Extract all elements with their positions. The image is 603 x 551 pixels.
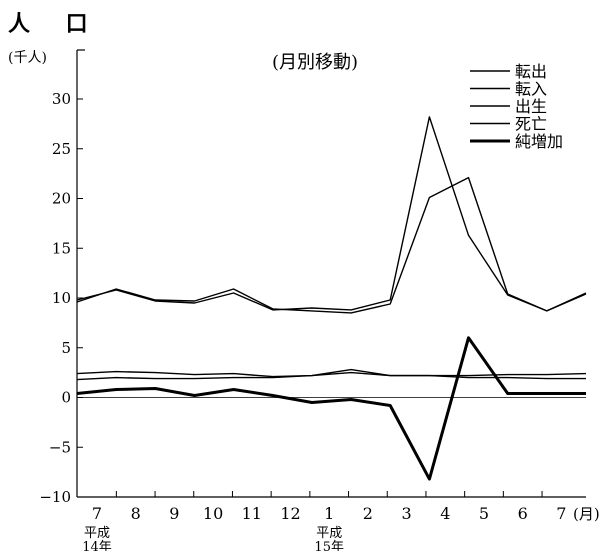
series-lines [76, 116, 587, 481]
x-axis-unit-label: (月) [573, 505, 600, 523]
x-tick-label: 11 [242, 504, 262, 523]
legend-label: 転出 [515, 62, 547, 81]
x-tick-label: 9 [169, 504, 179, 523]
x-tick-label: 1 [324, 504, 334, 523]
y-axis-label: (千人) [8, 50, 47, 66]
era-year-label: 14年 [82, 540, 112, 551]
page-title: 人 口 [8, 12, 102, 37]
y-tick-label: 15 [52, 239, 71, 257]
legend-label: 純増加 [515, 132, 563, 151]
y-tick-label: −5 [49, 438, 71, 456]
series-line [76, 370, 587, 378]
x-tick-label: 5 [479, 504, 489, 523]
x-tick-label: 8 [131, 504, 141, 523]
y-tick-label: 0 [61, 389, 71, 407]
era-year-label: 15年 [314, 540, 344, 551]
y-tick-label: 30 [52, 90, 71, 108]
plot-frame [76, 49, 586, 498]
x-tick-label: 2 [363, 504, 373, 523]
series-line [76, 176, 587, 314]
x-tick-label: 7 [92, 504, 102, 523]
y-tick-label: 5 [61, 339, 71, 357]
y-axis-ticks: −10 −5 0 5 10 15 20 25 30 [39, 90, 83, 506]
legend-label: 転入 [515, 80, 547, 99]
x-tick-label: 6 [518, 504, 528, 523]
legend-label: 出生 [515, 97, 547, 116]
y-tick-label: 10 [52, 289, 71, 307]
y-tick-label: 20 [52, 190, 71, 208]
x-tick-label: 12 [280, 504, 300, 523]
y-tick-label: −10 [39, 488, 71, 506]
series-line [76, 336, 586, 481]
x-tick-label: 7 [556, 504, 566, 523]
y-tick-label: 25 [52, 140, 71, 158]
x-tick-label: 4 [440, 504, 450, 523]
series-line [76, 368, 586, 381]
series-line [76, 116, 587, 312]
era-label: 平成 [84, 526, 110, 541]
legend-label: 死亡 [515, 115, 547, 134]
chart-title: (月別移動) [272, 52, 358, 73]
x-tick-label: 3 [402, 504, 412, 523]
x-tick-label: 10 [203, 504, 223, 523]
era-label: 平成 [316, 526, 342, 541]
